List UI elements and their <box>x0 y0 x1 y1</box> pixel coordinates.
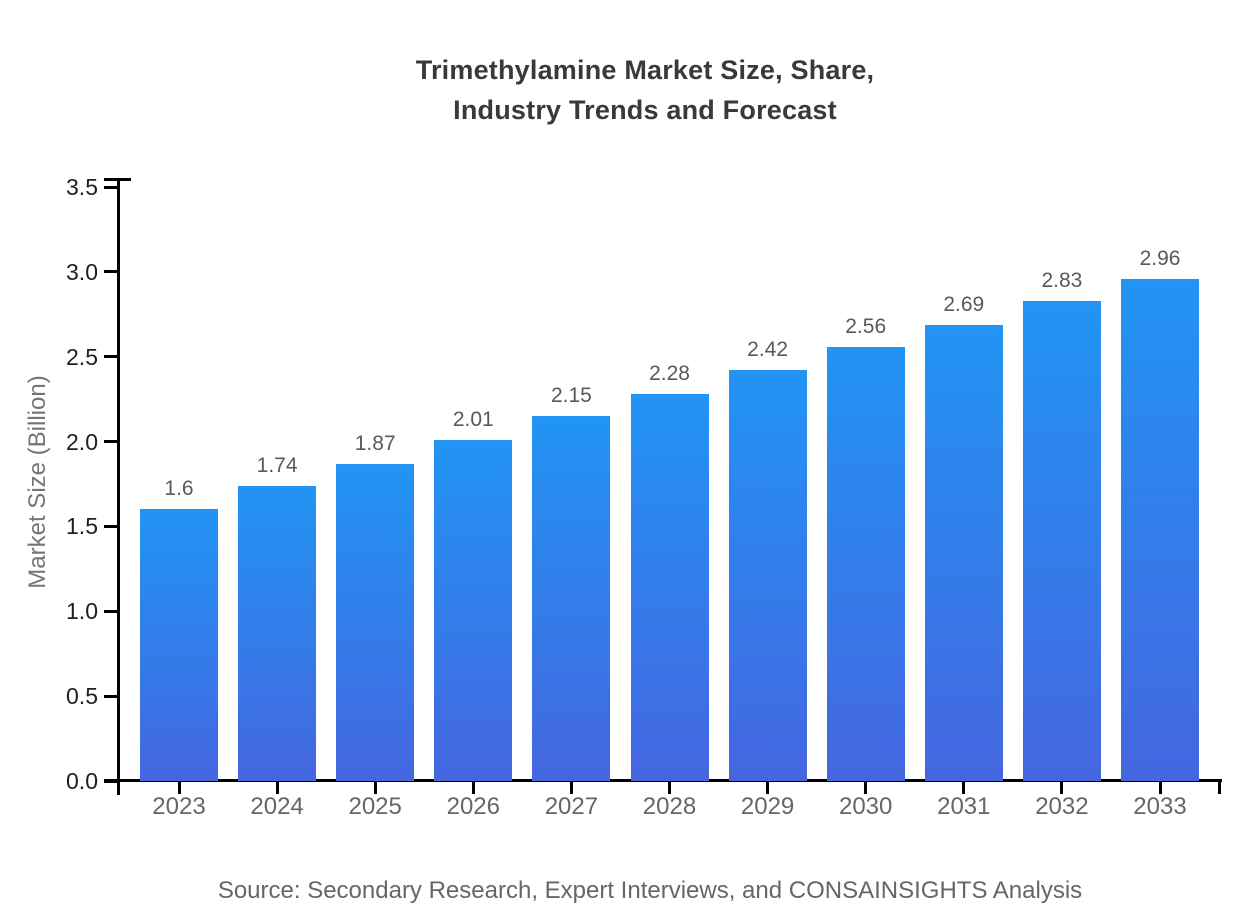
bar <box>336 463 415 781</box>
bar-value-label: 1.87 <box>354 431 396 455</box>
y-tick-label: 1.0 <box>66 598 98 625</box>
bar <box>1022 300 1101 781</box>
x-tick <box>962 782 966 794</box>
bar <box>728 370 807 781</box>
x-tick-label: 2032 <box>1035 793 1089 820</box>
x-tick <box>864 782 868 794</box>
x-tick-label: 2033 <box>1133 793 1187 820</box>
x-axis-end-tick <box>1218 782 1221 794</box>
y-axis-line <box>117 178 120 795</box>
bar-value-label: 1.74 <box>256 453 298 477</box>
bar-value-label: 2.01 <box>452 407 494 431</box>
chart-title: Trimethylamine Market Size, Share, Indus… <box>415 55 875 125</box>
x-tick-label: 2027 <box>544 793 599 820</box>
bar <box>630 394 709 781</box>
y-tick-label: 3.0 <box>66 258 98 285</box>
x-tick-label: 2023 <box>152 793 206 820</box>
bar <box>532 416 611 781</box>
bar-value-label: 2.96 <box>1139 246 1181 270</box>
x-tick <box>275 782 279 794</box>
y-tick-label: 2.0 <box>66 428 98 455</box>
x-tick <box>668 782 671 794</box>
y-tick-label: 1.5 <box>66 513 98 540</box>
x-tick <box>1158 782 1162 794</box>
x-tick <box>373 782 377 794</box>
bar-value-label: 2.69 <box>943 292 985 316</box>
bar-value-label: 2.83 <box>1041 268 1083 292</box>
bar-value-label: 1.6 <box>164 477 194 501</box>
x-tick-label: 2026 <box>446 793 500 820</box>
bar <box>140 509 218 781</box>
y-tick <box>104 524 118 528</box>
y-tick <box>104 185 118 189</box>
source-note: Source: Secondary Research, Expert Inter… <box>217 877 1083 904</box>
y-tick-label: 0.5 <box>66 683 98 710</box>
x-tick-label: 2028 <box>642 793 697 820</box>
x-tick-label: 2025 <box>348 793 402 820</box>
bar <box>826 346 905 781</box>
y-tick-label: 0.0 <box>66 768 98 794</box>
x-tick <box>1060 782 1064 794</box>
y-tick-label: 3.5 <box>66 174 98 201</box>
x-tick-label: 2031 <box>937 793 991 820</box>
bar-value-label: 2.15 <box>550 384 592 408</box>
bar <box>924 324 1003 781</box>
x-tick <box>177 782 181 794</box>
bar <box>434 439 513 781</box>
y-tick <box>104 609 118 613</box>
bar-value-label: 2.42 <box>747 338 789 362</box>
x-tick <box>569 782 573 794</box>
y-tick-label: 2.5 <box>66 343 98 370</box>
x-tick <box>471 782 475 794</box>
bar-value-label: 2.56 <box>845 314 887 338</box>
x-tick-label: 2029 <box>740 793 795 820</box>
y-tick <box>104 694 118 698</box>
y-tick <box>104 779 118 783</box>
x-tick-label: 2024 <box>250 793 304 820</box>
bar-value-label: 2.28 <box>649 362 690 386</box>
y-tick <box>104 355 118 359</box>
bar <box>1121 278 1199 781</box>
x-tick-label: 2030 <box>838 793 893 820</box>
bar <box>238 485 317 781</box>
y-axis-end-tick <box>104 178 131 181</box>
y-tick <box>104 440 118 444</box>
x-tick <box>766 782 770 794</box>
y-tick <box>104 270 118 274</box>
